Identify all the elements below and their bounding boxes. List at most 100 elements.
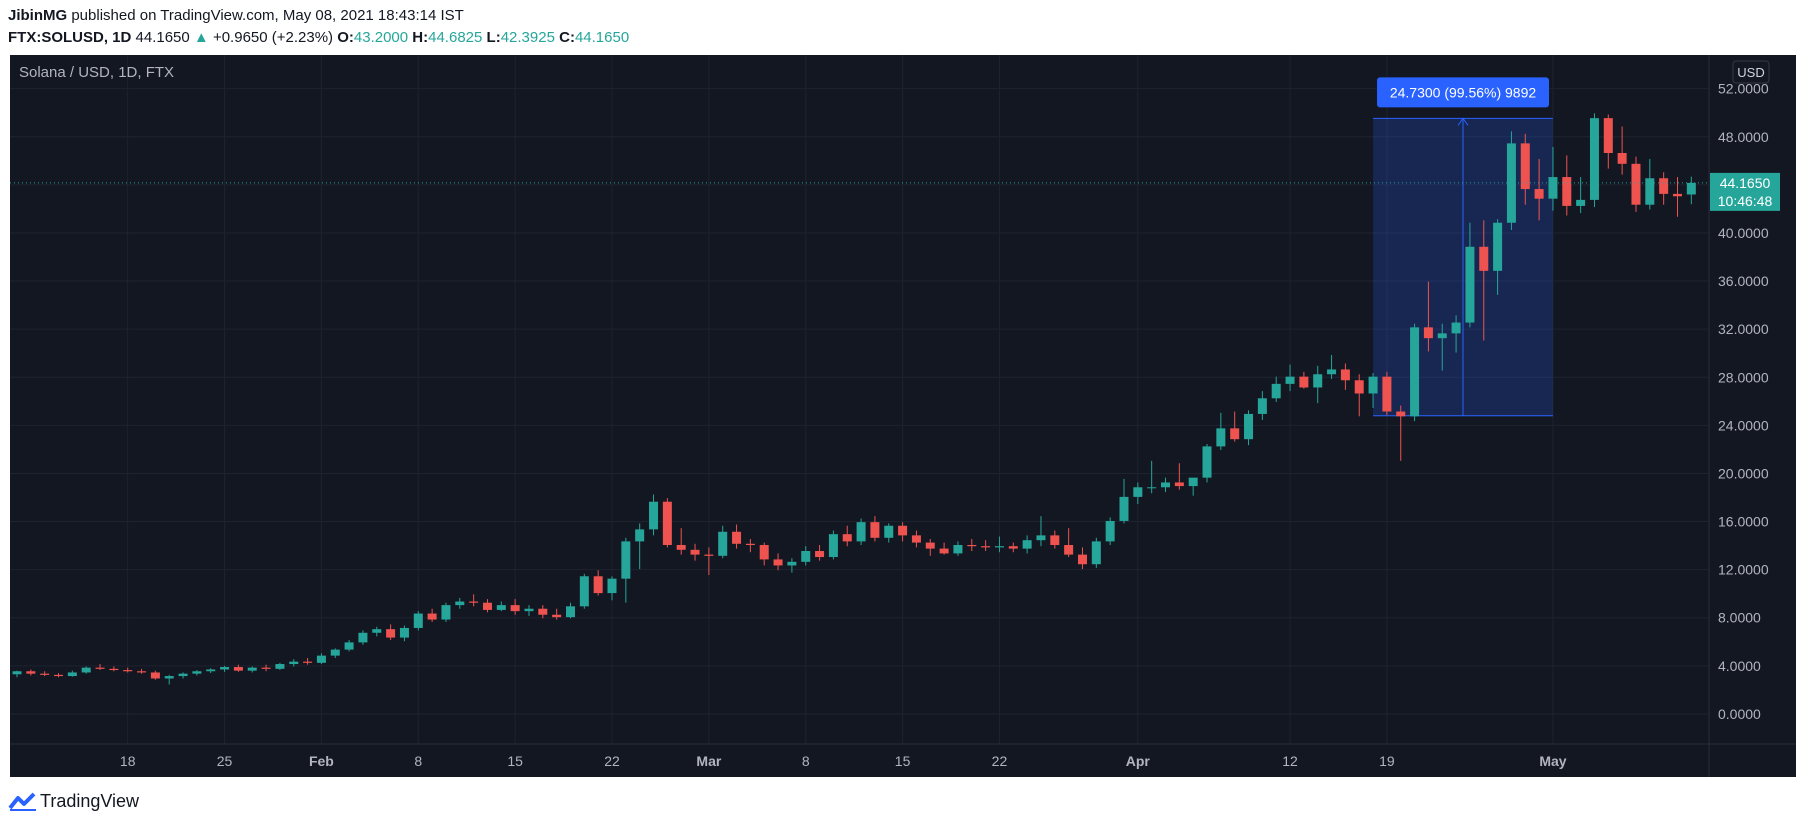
candle xyxy=(1410,323,1420,422)
price-tick-label: 20.0000 xyxy=(1718,465,1769,481)
candle-body xyxy=(40,673,50,675)
candle-body xyxy=(164,676,174,679)
candle-body xyxy=(81,667,91,673)
candle xyxy=(828,530,838,560)
time-tick-label: 8 xyxy=(414,753,422,769)
candle-body xyxy=(1091,541,1101,565)
candle-body xyxy=(1340,369,1350,381)
candle-body xyxy=(1119,496,1129,521)
candle-body xyxy=(1659,178,1669,194)
candle xyxy=(1340,363,1350,390)
candle-body xyxy=(1271,383,1281,399)
candle xyxy=(787,558,797,573)
price-tick-label: 52.0000 xyxy=(1718,81,1769,97)
candle-body xyxy=(981,546,991,548)
candle xyxy=(801,546,811,566)
candle-body xyxy=(386,629,396,638)
candle xyxy=(911,530,921,548)
candle-body xyxy=(220,667,230,670)
price-tick-label: 36.0000 xyxy=(1718,273,1769,289)
time-tick-label: 25 xyxy=(217,753,233,769)
candle xyxy=(1050,530,1060,549)
candle xyxy=(40,671,50,677)
candle xyxy=(704,547,714,576)
time-tick-label: 15 xyxy=(895,753,911,769)
candle xyxy=(1686,176,1696,205)
open-value: 43.2000 xyxy=(353,29,409,46)
candle xyxy=(1354,374,1364,417)
candle xyxy=(247,666,257,673)
candle-body xyxy=(704,554,714,556)
candle xyxy=(95,664,105,671)
up-arrow-icon: ▲ xyxy=(193,29,209,46)
candle-body xyxy=(676,544,686,550)
candle xyxy=(981,540,991,552)
candle xyxy=(1022,535,1032,554)
candle xyxy=(220,665,230,672)
candle xyxy=(164,674,174,685)
candle-body xyxy=(1451,322,1461,334)
tradingview-logo-icon[interactable] xyxy=(8,790,38,812)
price-tick-label: 28.0000 xyxy=(1718,369,1769,385)
candle xyxy=(233,664,243,672)
currency-badge[interactable]: USD xyxy=(1732,60,1770,84)
price-change: +0.9650 (+2.23%) xyxy=(212,29,334,46)
candle xyxy=(552,608,562,620)
candle xyxy=(1036,516,1046,547)
candle-body xyxy=(1133,487,1143,497)
candle xyxy=(1465,222,1475,328)
candle-body xyxy=(1036,535,1046,541)
candle xyxy=(1382,371,1392,416)
measure-range-box[interactable]: 24.7300 (99.56%) 9892 xyxy=(1373,77,1553,417)
candle-body xyxy=(192,671,202,674)
candle xyxy=(1161,477,1171,493)
time-tick-label: May xyxy=(1539,753,1566,769)
candle-body xyxy=(316,655,326,663)
candle xyxy=(1313,365,1323,404)
candle xyxy=(1562,155,1572,216)
candle-body xyxy=(884,525,894,538)
candle xyxy=(1174,463,1184,490)
high-value: 44.6825 xyxy=(428,29,483,46)
candle xyxy=(150,670,160,680)
candle-body xyxy=(441,605,451,620)
candles-layer xyxy=(12,113,1696,685)
measure-label-bg xyxy=(1377,77,1550,108)
candle-body xyxy=(1008,546,1018,549)
symbol-label[interactable]: FTX:SOLUSD, 1D xyxy=(8,29,132,46)
candle-body xyxy=(1105,520,1115,542)
candle xyxy=(1008,542,1018,553)
countdown-label: 10:46:48 xyxy=(1718,193,1773,209)
candle xyxy=(1617,126,1627,175)
publisher-name[interactable]: JibinMG xyxy=(8,7,68,24)
candle-body xyxy=(1313,374,1323,388)
candle-body xyxy=(1077,554,1087,565)
time-tick-label: 19 xyxy=(1379,753,1395,769)
low-value: 42.3925 xyxy=(500,29,555,46)
last-price: 44.1650 xyxy=(135,29,190,46)
candle xyxy=(1147,460,1157,494)
close-value: 44.1650 xyxy=(574,29,630,46)
candle-body xyxy=(1050,535,1060,545)
brand-name[interactable]: TradingView xyxy=(40,791,140,811)
candle xyxy=(1091,537,1101,568)
candle xyxy=(358,630,368,645)
candle xyxy=(1589,113,1599,208)
chart-area[interactable]: 24.7300 (99.56%) 9892 0.0000 4.0000 8.0000… xyxy=(10,55,1796,777)
candle-body xyxy=(1617,152,1627,164)
candle-body xyxy=(745,543,755,545)
candle-body xyxy=(372,629,382,633)
candlestick-chart[interactable]: 24.7300 (99.56%) 9892 0.0000 4.0000 8.0000… xyxy=(10,55,1796,777)
candle xyxy=(939,542,949,555)
candle xyxy=(372,626,382,637)
published-text: published on TradingView.com, May 08, 20… xyxy=(71,7,464,24)
candle xyxy=(1603,114,1613,169)
candle xyxy=(1119,478,1129,524)
candle xyxy=(1672,177,1682,217)
candle xyxy=(413,611,423,631)
time-axis[interactable]: 18 25 Feb 8 15 22 Mar 8 15 22 Apr 12 19 May xyxy=(120,753,1567,769)
candle xyxy=(399,625,409,642)
candle xyxy=(123,667,133,673)
candle-body xyxy=(565,606,575,618)
candle xyxy=(1202,443,1212,483)
